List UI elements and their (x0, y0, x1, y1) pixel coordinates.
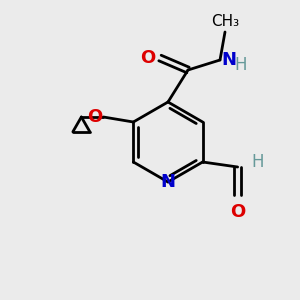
Text: O: O (87, 108, 102, 126)
Text: N: N (221, 51, 236, 69)
Text: CH₃: CH₃ (211, 14, 239, 29)
Text: O: O (140, 49, 155, 67)
Text: H: H (234, 56, 247, 74)
Text: N: N (160, 173, 175, 191)
Text: H: H (252, 153, 264, 171)
Text: O: O (230, 203, 245, 221)
